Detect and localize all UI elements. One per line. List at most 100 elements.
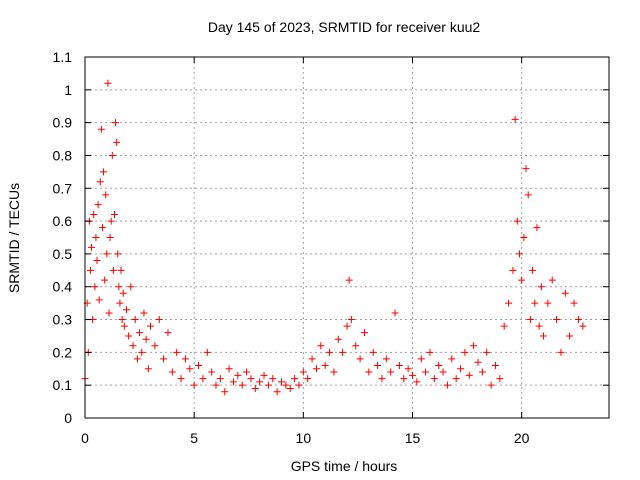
y-tick-label: 0.4 xyxy=(53,279,73,295)
data-point xyxy=(90,211,98,219)
tick-labels: 0 0.1 0.2 0.3 0.4 0.5 0.6 0.7 0.8 0.9 1 1.1 0 5 10 15 20 xyxy=(53,49,530,446)
data-point xyxy=(129,342,137,350)
data-point xyxy=(88,243,96,251)
data-point xyxy=(109,266,117,274)
data-point xyxy=(282,381,290,389)
data-point xyxy=(103,250,111,258)
data-point xyxy=(334,335,342,343)
y-tick-label: 0.2 xyxy=(53,344,73,360)
data-point xyxy=(117,266,125,274)
data-point xyxy=(118,316,126,324)
data-point xyxy=(273,388,281,396)
tick-marks xyxy=(84,56,609,419)
data-point xyxy=(105,309,113,317)
data-point xyxy=(533,224,541,232)
data-point xyxy=(330,368,338,376)
data-point xyxy=(417,355,425,363)
data-point xyxy=(511,115,519,123)
data-point xyxy=(345,276,353,284)
data-point xyxy=(291,375,299,383)
data-point xyxy=(264,381,272,389)
data-point xyxy=(234,371,242,379)
data-point xyxy=(120,322,128,330)
data-point xyxy=(548,276,556,284)
data-point xyxy=(91,283,99,291)
data-point xyxy=(110,211,118,219)
data-point xyxy=(251,384,259,392)
data-point xyxy=(229,378,237,386)
data-point xyxy=(360,329,368,337)
data-point xyxy=(339,348,347,356)
data-point xyxy=(487,381,495,389)
data-point xyxy=(104,79,112,87)
data-point xyxy=(177,375,185,383)
data-point xyxy=(483,348,491,356)
data-point xyxy=(553,316,561,324)
data-point xyxy=(144,365,152,373)
data-point xyxy=(225,365,233,373)
data-point xyxy=(286,384,294,392)
data-point xyxy=(537,283,545,291)
y-tick-label: 0.5 xyxy=(53,246,73,262)
data-point xyxy=(155,316,163,324)
data-point xyxy=(526,316,534,324)
data-point xyxy=(448,355,456,363)
data-point xyxy=(136,329,144,337)
data-point xyxy=(566,332,574,340)
data-point xyxy=(112,119,120,127)
data-point xyxy=(535,322,543,330)
axes xyxy=(84,56,610,419)
data-point xyxy=(352,342,360,350)
data-point xyxy=(387,368,395,376)
data-point xyxy=(116,299,124,307)
data-point xyxy=(140,309,148,317)
data-point xyxy=(243,368,251,376)
data-point xyxy=(127,283,135,291)
data-point xyxy=(133,355,141,363)
data-point xyxy=(395,361,403,369)
data-point xyxy=(186,365,194,373)
data-point xyxy=(343,322,351,330)
data-point xyxy=(574,316,582,324)
data-point xyxy=(369,348,377,356)
data-point xyxy=(86,266,94,274)
data-point xyxy=(540,332,547,340)
y-tick-label: 0 xyxy=(64,410,72,426)
x-axis-label: GPS time / hours xyxy=(291,458,398,474)
data-point xyxy=(269,375,277,383)
plot-frame xyxy=(84,56,610,419)
data-point xyxy=(106,234,114,241)
data-point xyxy=(544,299,552,307)
data-point xyxy=(452,375,460,383)
y-tick-label: 0.1 xyxy=(53,377,73,393)
data-point xyxy=(304,375,312,383)
data-point xyxy=(374,361,382,369)
data-point xyxy=(422,368,430,376)
data-point xyxy=(221,388,229,396)
y-tick-label: 0.9 xyxy=(53,115,73,131)
data-point xyxy=(93,256,101,264)
data-point xyxy=(513,217,521,225)
data-point xyxy=(347,316,355,324)
data-point xyxy=(114,250,122,258)
y-tick-label: 0.7 xyxy=(53,180,73,196)
y-axis-label: SRMTID / TECUs xyxy=(6,183,22,293)
data-point xyxy=(491,361,499,369)
data-point xyxy=(561,289,569,297)
data-point xyxy=(98,224,106,232)
data-point xyxy=(531,299,539,307)
y-tick-label: 1 xyxy=(64,82,72,98)
data-point xyxy=(203,348,211,356)
y-tick-label: 0.8 xyxy=(53,147,73,163)
data-point xyxy=(443,381,451,389)
data-point xyxy=(496,375,504,383)
data-point xyxy=(102,191,110,199)
data-point xyxy=(378,375,386,383)
data-point xyxy=(457,365,465,373)
data-point xyxy=(295,381,303,389)
data-point xyxy=(400,375,408,383)
data-point xyxy=(312,365,320,373)
x-tick-label: 15 xyxy=(405,430,421,446)
data-point xyxy=(308,355,316,363)
data-point xyxy=(212,381,220,389)
